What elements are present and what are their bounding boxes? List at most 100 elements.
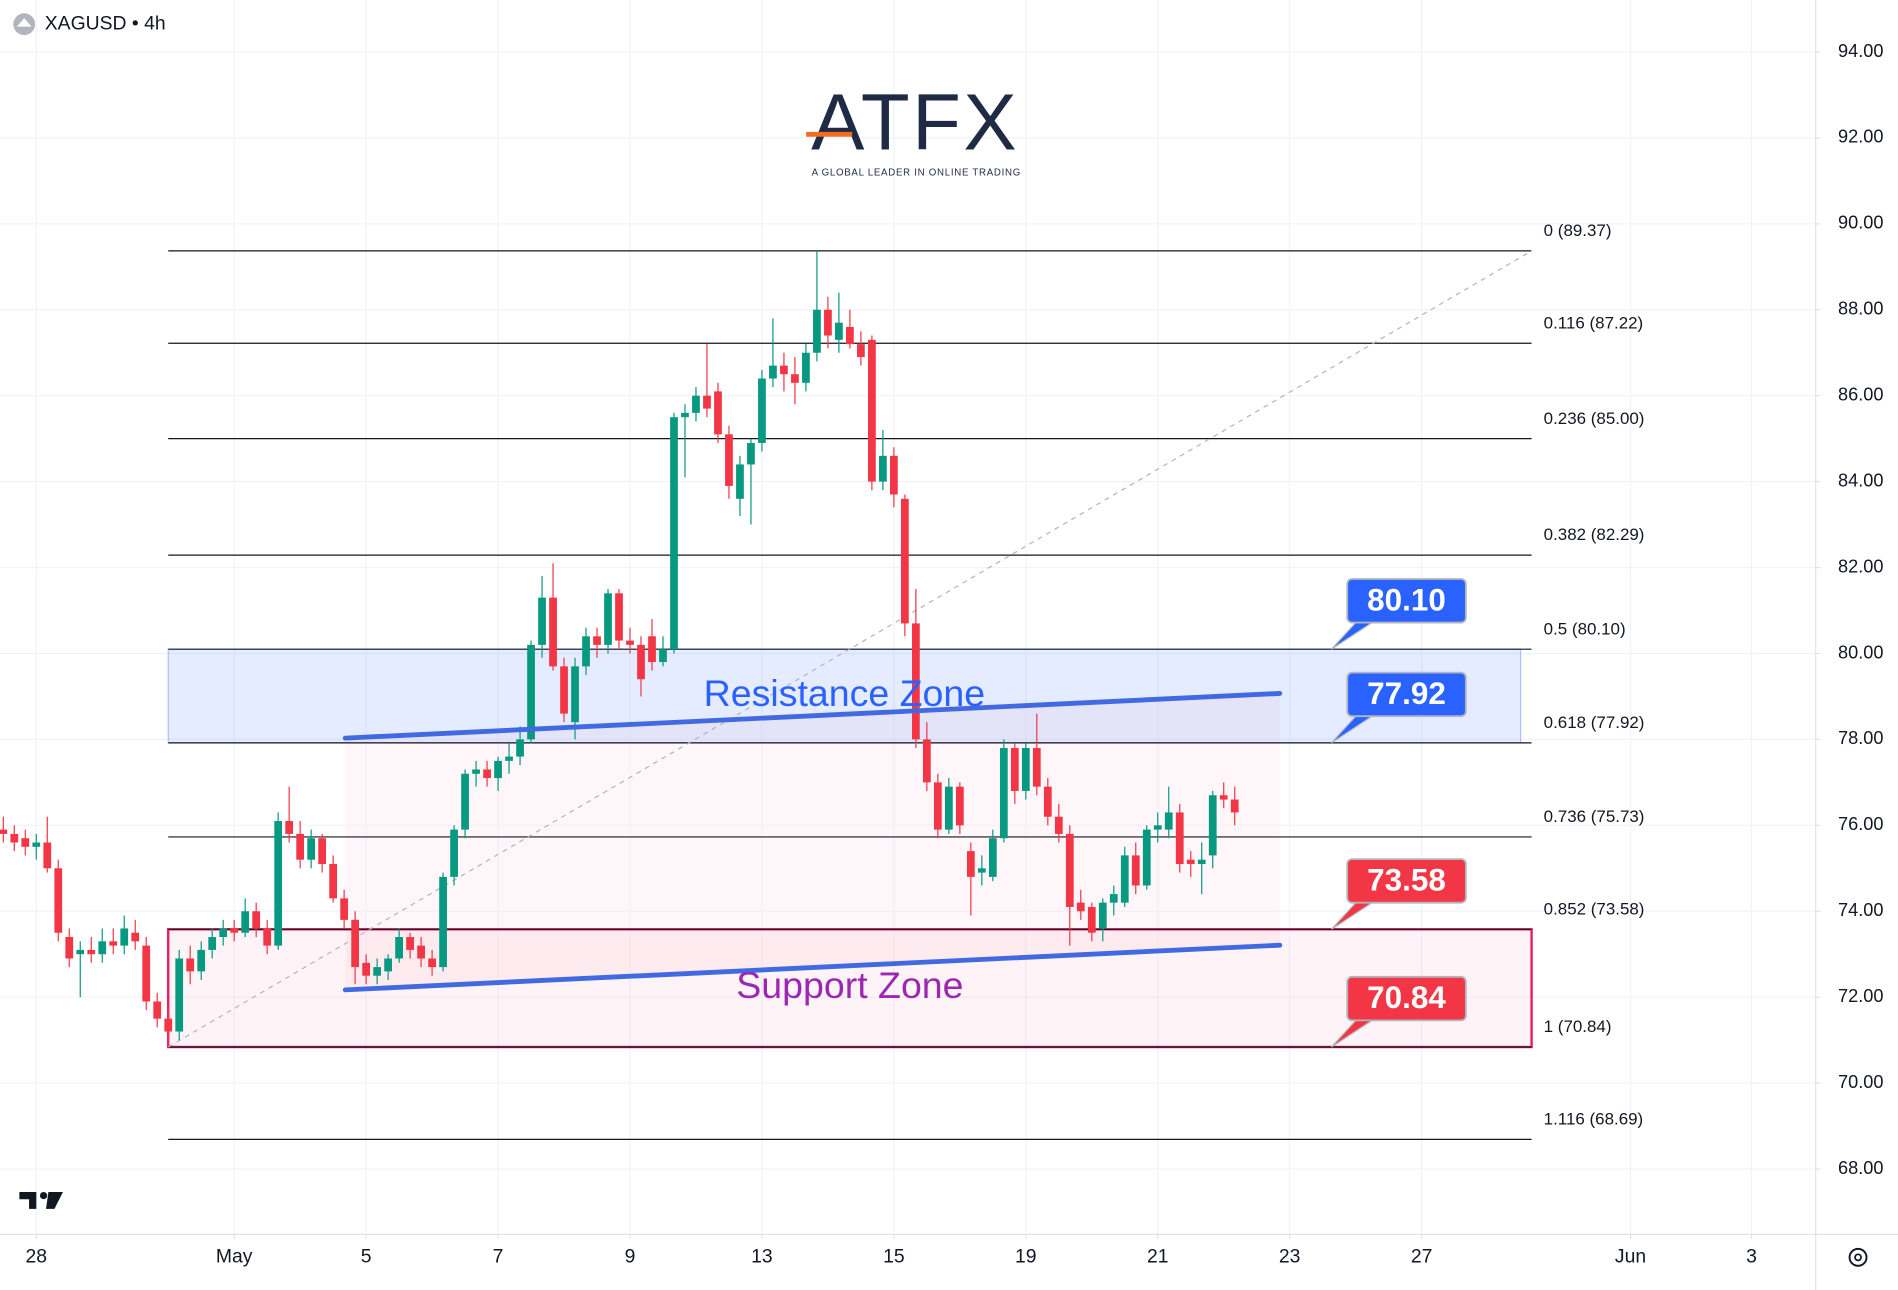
logo-name: ATFX bbox=[811, 77, 1019, 166]
settings-button[interactable] bbox=[1848, 1247, 1868, 1267]
candle-body bbox=[1109, 894, 1118, 903]
logo: ATFX A GLOBAL LEADER IN ONLINE TRADING bbox=[806, 77, 1020, 179]
settings-icon[interactable] bbox=[1854, 1253, 1862, 1262]
candle-body bbox=[109, 941, 118, 946]
candle-body bbox=[955, 786, 964, 826]
y-tick-label: 88.00 bbox=[1838, 299, 1883, 319]
candle-body bbox=[318, 838, 327, 864]
candle-body bbox=[76, 949, 85, 955]
candle-body bbox=[175, 958, 184, 1032]
candle-body bbox=[791, 374, 799, 383]
candle-body bbox=[933, 782, 942, 830]
price-tag bbox=[1346, 578, 1467, 624]
candle-body bbox=[362, 962, 371, 976]
candle-body bbox=[274, 821, 283, 946]
tradingview-logo bbox=[19, 1191, 63, 1209]
pattern-shading bbox=[345, 693, 1280, 990]
candle-body bbox=[164, 1018, 173, 1032]
candle-body bbox=[966, 851, 975, 877]
fib-diagonal bbox=[167, 250, 1532, 1048]
candle-body bbox=[813, 309, 821, 353]
candle-body bbox=[901, 498, 909, 624]
candle-body bbox=[1054, 816, 1063, 834]
candle-body bbox=[846, 326, 854, 345]
candle-body bbox=[560, 666, 568, 714]
candle-body bbox=[659, 649, 667, 663]
candle-body bbox=[977, 868, 986, 873]
logo-accent bbox=[806, 131, 853, 137]
fib-label: 0.5 (80.10) bbox=[1544, 619, 1626, 638]
candle-body bbox=[1219, 795, 1228, 800]
candle-body bbox=[879, 455, 887, 482]
candle-body bbox=[461, 773, 469, 830]
candle-body bbox=[417, 945, 425, 959]
settings-icon[interactable] bbox=[1848, 1247, 1868, 1267]
candle-body bbox=[263, 928, 272, 946]
zone-label: Resistance Zone bbox=[704, 672, 985, 714]
x-tick-label: 13 bbox=[751, 1245, 773, 1267]
fib-label: 0.618 (77.92) bbox=[1544, 713, 1645, 732]
tv-logo bbox=[19, 1191, 37, 1209]
candle-body bbox=[637, 644, 645, 680]
candle-body bbox=[747, 442, 755, 465]
candle-body bbox=[549, 597, 557, 667]
candle-body bbox=[395, 937, 403, 959]
candle-body bbox=[351, 919, 360, 968]
x-tick-label: 28 bbox=[26, 1245, 48, 1267]
candle-body bbox=[1175, 812, 1184, 864]
candle-body bbox=[758, 378, 766, 443]
candle-body bbox=[736, 464, 744, 499]
candle-body bbox=[868, 339, 876, 482]
candle-body bbox=[1076, 902, 1085, 912]
y-tick-label: 70.00 bbox=[1838, 1072, 1883, 1092]
candle-body bbox=[307, 838, 316, 860]
candle-body bbox=[65, 937, 74, 959]
y-tick-label: 92.00 bbox=[1838, 127, 1883, 147]
candle-body bbox=[1021, 747, 1030, 791]
candle-body bbox=[527, 644, 535, 740]
candle-body bbox=[1120, 855, 1129, 903]
candle-body bbox=[197, 949, 206, 972]
candle-body bbox=[21, 838, 30, 847]
symbol-icon bbox=[16, 18, 32, 27]
price-tag-label: 70.84 bbox=[1367, 980, 1446, 1015]
candle-body bbox=[516, 739, 524, 757]
candle-body bbox=[1098, 902, 1107, 929]
y-tick-label: 94.00 bbox=[1838, 41, 1883, 61]
y-tick-label: 72.00 bbox=[1838, 986, 1883, 1006]
y-tick-label: 68.00 bbox=[1838, 1158, 1883, 1178]
trend-line bbox=[342, 691, 1283, 741]
price-tag bbox=[1346, 975, 1467, 1022]
candle-body bbox=[725, 434, 733, 486]
candle-body bbox=[32, 842, 41, 847]
candle-body bbox=[1230, 799, 1239, 813]
fib-label: 0.736 (75.73) bbox=[1544, 807, 1645, 826]
fib-label: 0.116 (87.22) bbox=[1544, 313, 1644, 332]
candle-body bbox=[219, 928, 228, 938]
annotations: Resistance Zone Support Zone 80.10 77.92 73.… bbox=[342, 578, 1467, 1048]
candle-body bbox=[0, 829, 8, 834]
trend-line bbox=[342, 942, 1283, 993]
candle-body bbox=[615, 593, 623, 641]
candle-body bbox=[439, 876, 447, 968]
candle-body bbox=[999, 747, 1008, 839]
x-tick-label: 5 bbox=[361, 1245, 372, 1267]
candle-body bbox=[1087, 906, 1096, 933]
y-tick-label: 74.00 bbox=[1838, 900, 1883, 920]
candle-body bbox=[714, 391, 722, 435]
candle-body bbox=[626, 640, 634, 645]
tv-logo bbox=[45, 1191, 63, 1209]
y-tick-label: 78.00 bbox=[1838, 728, 1883, 748]
fib-label: 0.852 (73.58) bbox=[1544, 899, 1645, 918]
candle-body bbox=[1142, 829, 1151, 886]
candle-body bbox=[1164, 812, 1173, 830]
candle-body bbox=[208, 937, 217, 950]
candle-body bbox=[1032, 747, 1041, 787]
candle-body bbox=[835, 322, 843, 340]
y-tick-label: 90.00 bbox=[1838, 213, 1883, 233]
header: XAGUSD • 4h bbox=[13, 12, 166, 36]
candle-body bbox=[98, 941, 107, 955]
